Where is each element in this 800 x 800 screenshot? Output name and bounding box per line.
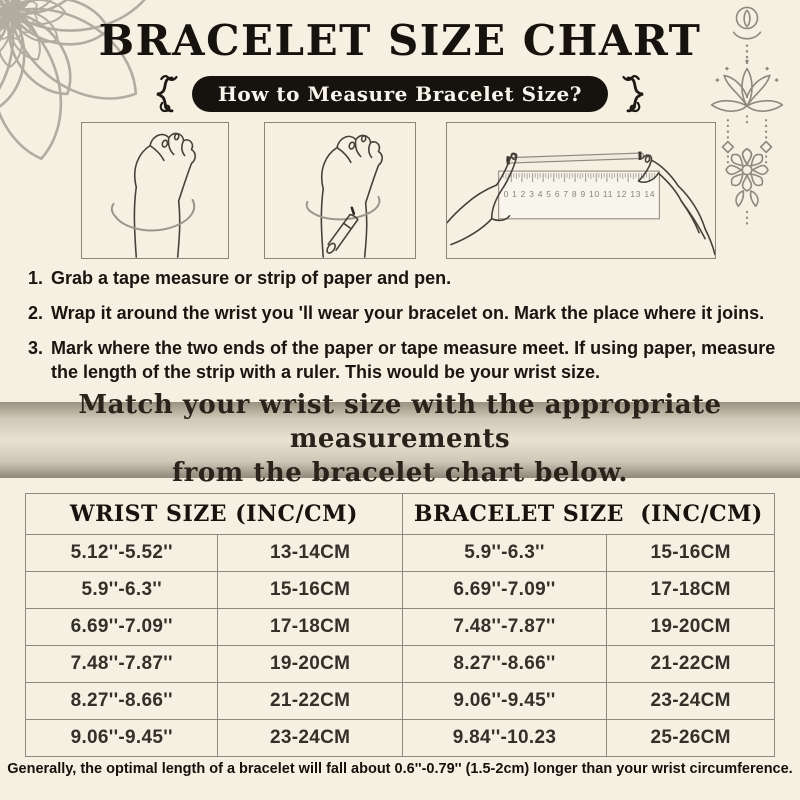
table-row: 8.27''-8.66'' 21-22CM 9.06''-9.45'' 23-2… xyxy=(24,682,775,720)
table-cell: 9.06''-9.45'' xyxy=(24,719,219,757)
table-cell: 5.9''-6.3'' xyxy=(401,534,608,572)
table-cell: 19-20CM xyxy=(606,608,775,646)
flourish-right-icon xyxy=(622,74,644,113)
subtitle-pill: How to Measure Bracelet Size? xyxy=(192,76,608,112)
table-cell: 9.84''-10.23 xyxy=(401,719,608,757)
lotus-hanging-icon xyxy=(710,6,784,225)
table-cell: 7.48''-7.87'' xyxy=(24,645,219,683)
ruler-numbers: 0 1 2 3 4 5 6 7 8 9 10 11 12 13 14 xyxy=(504,189,655,199)
banner-line-2: from the bracelet chart below. xyxy=(172,457,628,488)
banner-line-1: Match your wrist size with the appropria… xyxy=(78,390,722,455)
step-item-3: 3. Mark where the two ends of the paper … xyxy=(28,336,780,386)
step-number: 2. xyxy=(28,302,44,323)
table-row: 9.06''-9.45'' 23-24CM 9.84''-10.23 25-26… xyxy=(24,719,775,757)
page-title: BRACELET SIZE CHART xyxy=(98,16,702,65)
table-cell: 5.9''-6.3'' xyxy=(24,571,219,609)
step-text: Wrap it around the wrist you 'll wear yo… xyxy=(51,302,765,323)
table-cell: 13-14CM xyxy=(217,534,403,572)
table-cell: 23-24CM xyxy=(606,682,775,720)
bracelet-size-header: BRACELET SIZE (INC/CM) xyxy=(401,493,776,535)
footnote: Generally, the optimal length of a brace… xyxy=(7,761,793,777)
step-number: 1. xyxy=(28,268,44,288)
subtitle-text: How to Measure Bracelet Size? xyxy=(218,82,582,106)
table-cell: 7.48''-7.87'' xyxy=(401,608,608,646)
table-cell: 23-24CM xyxy=(217,719,403,757)
table-cell: 6.69''-7.09'' xyxy=(401,571,608,609)
table-cell: 19-20CM xyxy=(217,645,403,683)
table-header-row: WRIST SIZE (INC/CM) BRACELET SIZE (INC/C… xyxy=(25,493,776,535)
table-cell: 8.27''-8.66'' xyxy=(24,682,219,720)
step-item-1: 1. Grab a tape measure or strip of paper… xyxy=(28,266,780,291)
table-row: 5.9''-6.3'' 15-16CM 6.69''-7.09'' 17-18C… xyxy=(24,571,775,609)
step-item-2: 2. Wrap it around the wrist you 'll wear… xyxy=(28,301,780,326)
table-cell: 6.69''-7.09'' xyxy=(24,608,219,646)
step-number: 3. xyxy=(28,337,44,358)
wrist-size-header: WRIST SIZE (INC/CM) xyxy=(25,493,403,535)
subtitle-row: How to Measure Bracelet Size? xyxy=(0,72,800,116)
mark-with-pen-illustration xyxy=(264,122,416,259)
table-cell: 15-16CM xyxy=(606,534,775,572)
step-text: Mark where the two ends of the paper or … xyxy=(51,337,776,383)
step-text: Grab a tape measure or strip of paper an… xyxy=(51,268,452,288)
table-cell: 15-16CM xyxy=(217,571,403,609)
table-cell: 25-26CM xyxy=(606,719,775,757)
table-cell: 21-22CM xyxy=(606,645,775,683)
mandala-flower-icon xyxy=(0,0,165,167)
table-cell: 8.27''-8.66'' xyxy=(401,645,608,683)
flourish-left-icon xyxy=(156,74,178,113)
table-cell: 17-18CM xyxy=(217,608,403,646)
table-cell: 5.12''-5.52'' xyxy=(24,534,219,572)
ruler-measure-illustration: 0 1 2 3 4 5 6 7 8 9 10 11 12 13 14 xyxy=(446,122,716,259)
table-cell: 9.06''-9.45'' xyxy=(401,682,608,720)
table-row: 7.48''-7.87'' 19-20CM 8.27''-8.66'' 21-2… xyxy=(24,645,775,683)
table-row: 6.69''-7.09'' 17-18CM 7.48''-7.87'' 19-2… xyxy=(24,608,775,646)
howto-figures-row: 0 1 2 3 4 5 6 7 8 9 10 11 12 13 14 xyxy=(81,122,716,259)
match-banner: Match your wrist size with the appropria… xyxy=(0,390,800,488)
instruction-list: 1. Grab a tape measure or strip of paper… xyxy=(28,266,780,395)
table-row: 5.12''-5.52'' 13-14CM 5.9''-6.3'' 15-16C… xyxy=(24,534,775,572)
wrap-tape-illustration xyxy=(81,122,229,259)
table-cell: 21-22CM xyxy=(217,682,403,720)
size-table: WRIST SIZE (INC/CM) BRACELET SIZE (INC/C… xyxy=(24,493,776,757)
table-cell: 17-18CM xyxy=(606,571,775,609)
